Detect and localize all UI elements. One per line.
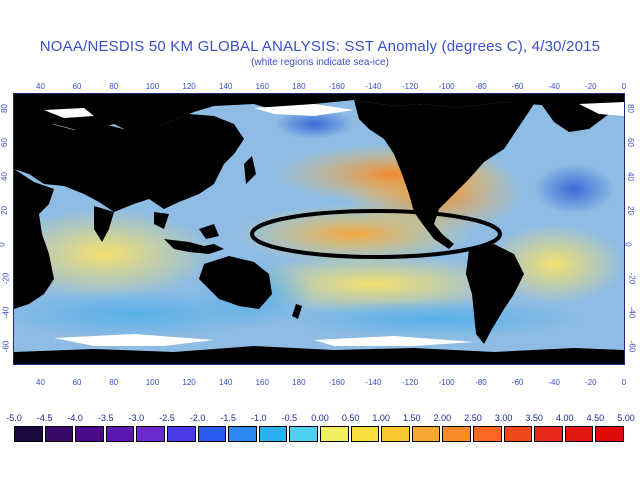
colorbar-label: 3.50	[525, 413, 543, 423]
land-masses	[14, 94, 624, 364]
longitude-tick-label: 140	[219, 82, 233, 91]
colorbar-swatch	[136, 426, 165, 442]
longitude-tick-label: 80	[109, 82, 119, 91]
longitude-tick-label: -120	[402, 82, 419, 91]
longitude-tick-label: -40	[548, 378, 560, 387]
latitude-tick-label: 40	[0, 172, 9, 181]
longitude-tick-label: 40	[36, 378, 45, 387]
colorbar-swatch	[534, 426, 563, 442]
latitude-tick-label: -60	[1, 340, 11, 353]
el-nino-highlight-ellipse	[250, 209, 502, 259]
longitude-tick-label: -100	[438, 82, 455, 91]
colorbar-label: -3.5	[98, 413, 114, 423]
colorbar-swatch	[289, 426, 318, 442]
latitude-tick-label: 60	[0, 138, 9, 147]
longitude-tick-label: 120	[182, 378, 196, 387]
colorbar-label: 3.00	[494, 413, 513, 423]
longitude-tick-label: -120	[402, 378, 419, 387]
longitude-tick-label: 0	[621, 378, 627, 387]
longitude-tick-label: 60	[72, 378, 82, 387]
colorbar-swatch	[564, 426, 594, 442]
sea-ice	[44, 102, 624, 346]
longitude-tick-label: -160	[328, 378, 345, 387]
latitude-tick-label: 20	[625, 206, 635, 215]
latitude-tick-label: 60	[625, 138, 635, 147]
colorbar-swatch	[14, 426, 43, 442]
latitude-tick-label: -20	[1, 272, 11, 285]
colorbar-label: -1.5	[220, 413, 236, 423]
longitude-tick-label: 80	[109, 378, 119, 387]
latitude-tick-label: 20	[0, 206, 9, 215]
colorbar-label: 4.00	[556, 413, 574, 423]
colorbar-label: 1.00	[372, 413, 390, 423]
colorbar-label: -4.0	[67, 413, 83, 423]
longitude-tick-label: 40	[36, 82, 45, 91]
longitude-tick-label: -80	[475, 378, 487, 387]
longitude-tick-label: 140	[219, 378, 233, 387]
colorbar-label: -1.0	[251, 413, 267, 423]
colorbar-swatch	[350, 426, 380, 442]
latitude-tick-label: -60	[627, 340, 637, 353]
colorbar-swatch	[105, 426, 135, 442]
colorbar-swatch	[595, 426, 624, 442]
longitude-tick-label: 100	[145, 82, 160, 91]
colorbar-label: 2.50	[464, 413, 482, 423]
colorbar-swatch	[473, 426, 502, 442]
colorbar-label: -2.0	[189, 413, 206, 423]
longitude-tick-label: -140	[365, 378, 382, 387]
longitude-tick-label: 60	[72, 82, 82, 91]
longitude-tick-label: 100	[145, 378, 160, 387]
latitude-tick-label: -20	[627, 272, 637, 285]
longitude-tick-label: -160	[328, 82, 345, 91]
colorbar-swatch	[503, 426, 533, 442]
longitude-tick-label: -140	[365, 82, 382, 91]
colorbar-swatch	[320, 426, 349, 442]
colorbar-swatch	[44, 426, 74, 442]
colorbar-swatch	[442, 426, 471, 442]
sst-anomaly-map	[13, 93, 625, 365]
longitude-tick-label: -60	[511, 82, 524, 91]
colorbar-label: 0.50	[341, 413, 360, 423]
longitude-tick-label: 160	[255, 82, 269, 91]
longitude-tick-label: 180	[292, 82, 306, 91]
longitude-tick-label: 120	[182, 82, 196, 91]
colorbar-swatch	[197, 426, 227, 442]
colorbar-label: 1.50	[403, 413, 421, 423]
map-title: NOAA/NESDIS 50 KM GLOBAL ANALYSIS: SST A…	[39, 38, 601, 55]
latitude-tick-label: 0	[623, 242, 633, 247]
latitude-tick-label: 40	[625, 172, 635, 181]
longitude-tick-label: 160	[255, 378, 269, 387]
longitude-tick-label: 0	[621, 82, 627, 91]
colorbar-swatch	[258, 426, 288, 442]
colorbar-label: -0.5	[281, 413, 298, 423]
colorbar-swatch	[411, 426, 441, 442]
colorbar-label: -4.5	[36, 413, 53, 423]
colorbar-label: -3.0	[128, 413, 145, 423]
colorbar-label: 4.50	[586, 413, 605, 423]
sst-map-canvas	[14, 94, 624, 364]
colorbar-swatch	[167, 426, 196, 442]
colorbar-label: 0.00	[311, 413, 329, 423]
longitude-tick-label: -80	[475, 82, 487, 91]
longitude-tick-label: -20	[585, 378, 597, 387]
longitude-tick-label: -20	[585, 82, 597, 91]
colorbar-label: -2.5	[159, 413, 175, 423]
latitude-tick-label: -40	[627, 306, 637, 319]
latitude-tick-label: 80	[0, 104, 9, 113]
colorbar-label: 2.00	[433, 413, 452, 423]
latitude-tick-label: -40	[1, 306, 11, 319]
colorbar-swatch	[75, 426, 104, 442]
colorbar-label: 5.00	[617, 413, 635, 423]
longitude-tick-label: 180	[292, 378, 306, 387]
latitude-tick-label: 80	[625, 104, 635, 113]
map-subtitle: (white regions indicate sea-ice)	[251, 57, 389, 68]
longitude-tick-label: -60	[511, 378, 524, 387]
longitude-tick-label: -100	[438, 378, 455, 387]
latitude-tick-label: 0	[0, 242, 7, 246]
longitude-tick-label: -40	[548, 82, 560, 91]
colorbar-swatch	[228, 426, 257, 442]
colorbar-label: -5.0	[6, 413, 22, 423]
colorbar-swatch	[381, 426, 410, 442]
